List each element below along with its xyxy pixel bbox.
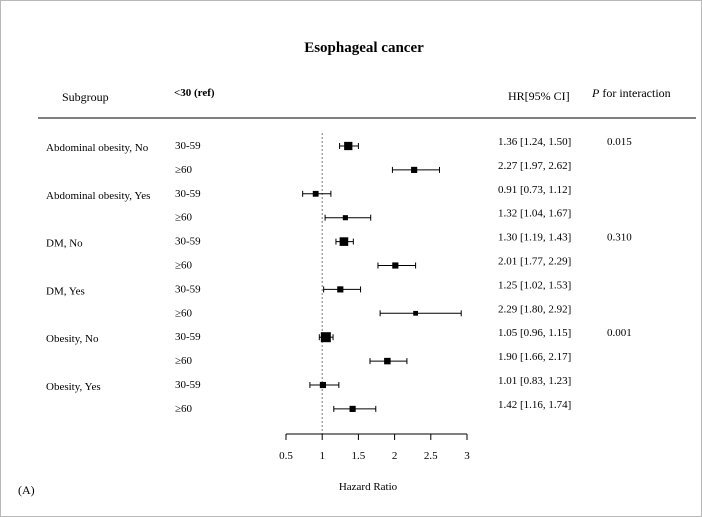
row-level-label: 30-59 [175, 188, 201, 200]
chart-title: Esophageal cancer [304, 40, 424, 56]
row-hr-text: 0.91 [0.73, 1.12] [498, 184, 571, 196]
hr-point [392, 262, 399, 269]
row-group-label: Abdominal obesity, Yes [46, 190, 150, 202]
hr-point [342, 215, 348, 221]
header-p-italic: P [591, 86, 600, 100]
row-group-label: DM, No [46, 238, 83, 250]
hr-point [320, 332, 331, 343]
row-group-label: Obesity, No [46, 333, 99, 345]
row-hr-text: 1.36 [1.24, 1.50] [498, 136, 571, 148]
row-hr-text: 2.27 [1.97, 2.62] [498, 160, 571, 172]
panel-label: (A) [18, 483, 35, 497]
hr-point [349, 405, 356, 412]
row-group-label: Abdominal obesity, No [46, 142, 149, 154]
row-hr-text: 1.90 [1.66, 2.17] [498, 351, 571, 363]
x-tick-label: 0.5 [279, 450, 293, 462]
hr-point [339, 237, 349, 246]
row-level-label: ≥60 [175, 260, 193, 272]
row-level-label: 30-59 [175, 331, 201, 343]
row-hr-text: 2.29 [1.80, 2.92] [498, 303, 571, 315]
hr-point [319, 381, 326, 389]
row-level-label: 30-59 [175, 379, 201, 391]
hr-point [337, 286, 344, 293]
row-level-label: ≥60 [175, 355, 193, 367]
row-hr-text: 1.25 [1.02, 1.53] [498, 279, 571, 291]
row-level-label: ≥60 [175, 212, 193, 224]
row-p-value: 0.001 [607, 327, 632, 339]
row-level-label: ≥60 [175, 403, 193, 415]
row-hr-text: 1.30 [1.19, 1.43] [498, 232, 571, 244]
hr-point [344, 141, 353, 151]
header-hr-ci: HR[95% CI] [508, 89, 570, 103]
x-tick-label: 2.5 [424, 450, 438, 462]
row-hr-text: 1.32 [1.04, 1.67] [498, 208, 571, 220]
x-tick-label: 2 [392, 450, 398, 462]
row-level-label: ≥60 [175, 307, 193, 319]
row-hr-text: 2.01 [1.77, 2.29] [498, 256, 571, 268]
hr-point [411, 166, 418, 173]
row-hr-text: 1.05 [0.96, 1.15] [498, 327, 571, 339]
hr-point [384, 357, 391, 365]
forest-rows: Abdominal obesity, No 30-59 1.36 [1.24, 1.… [46, 136, 632, 415]
header-p-rest: for interaction [599, 86, 670, 100]
header-p-interaction: P for interaction [591, 86, 671, 100]
row-level-label: ≥60 [175, 164, 193, 176]
row-level-label: 30-59 [175, 283, 201, 295]
x-tick-label: 1 [319, 450, 325, 462]
x-tick-label: 1.5 [352, 450, 366, 462]
header-subgroup: Subgroup [62, 90, 109, 104]
row-p-value: 0.015 [607, 136, 632, 148]
row-hr-text: 1.42 [1.16, 1.74] [498, 399, 571, 411]
row-group-label: Obesity, Yes [46, 381, 101, 393]
x-axis-label: Hazard Ratio [339, 481, 398, 493]
hr-point [312, 190, 319, 197]
forest-marks [302, 133, 462, 434]
row-group-label: DM, Yes [46, 285, 85, 297]
hr-point [413, 310, 418, 316]
row-hr-text: 1.01 [0.83, 1.23] [498, 375, 571, 387]
row-level-label: 30-59 [175, 236, 201, 248]
x-tick-label: 3 [464, 450, 470, 462]
header-reference: <30 (ref) [174, 87, 215, 99]
row-level-label: 30-59 [175, 140, 201, 152]
row-p-value: 0.310 [607, 232, 632, 244]
x-axis: 0.5 1 1.5 2 2.5 3 [279, 433, 470, 462]
